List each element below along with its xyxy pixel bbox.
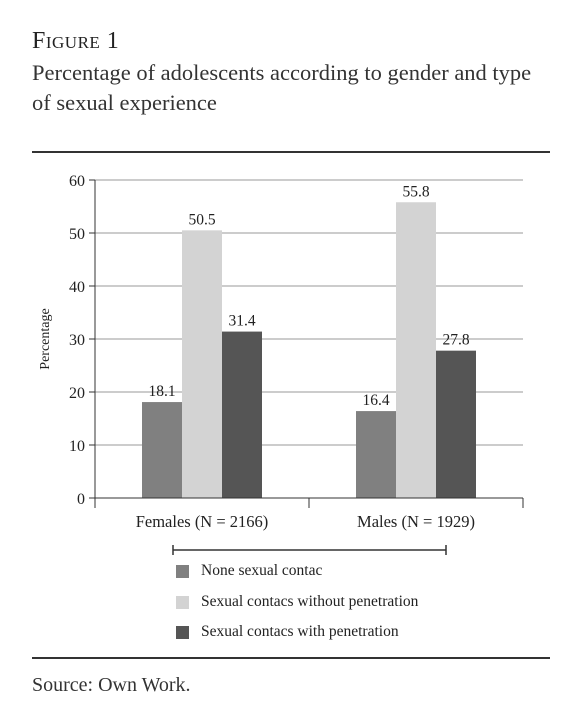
legend-label: Sexual contacs without penetration [201, 593, 419, 610]
bar [396, 202, 436, 498]
bar-data-label: 16.4 [362, 392, 389, 409]
x-tick-label: Females (N = 2166) [136, 512, 269, 531]
bar-data-label: 50.5 [188, 211, 215, 228]
y-tick-label: 30 [69, 332, 85, 349]
figure-title: Percentage of adolescents according to g… [32, 60, 532, 115]
y-tick-label: 20 [69, 385, 85, 402]
y-axis-label: Percentage [38, 308, 53, 369]
x-tick-label: Males (N = 1929) [357, 512, 475, 531]
bottom-rule [32, 657, 550, 659]
legend-swatch-without-penetration [176, 596, 189, 609]
legend-label: None sexual contac [201, 562, 323, 579]
y-tick-label: 10 [69, 438, 85, 455]
bar-data-label: 27.8 [442, 332, 469, 349]
y-tick-label: 60 [69, 173, 85, 190]
legend-label: Sexual contacs with penetration [201, 623, 399, 640]
bar-chart: 0 10 20 30 40 50 60 Percentage 18.1 50.5 31.4 Femal… [38, 173, 524, 555]
figure-source: Source: Own Work. [32, 674, 191, 696]
y-tick-label: 50 [69, 226, 85, 243]
bar-data-label: 31.4 [228, 313, 255, 330]
legend-swatch-with-penetration [176, 626, 189, 639]
top-rule [32, 151, 550, 153]
figure-label: Figure 1 [32, 28, 120, 54]
y-tick-label: 40 [69, 279, 85, 296]
bar [356, 411, 396, 498]
bar [182, 230, 222, 498]
legend-swatch-none-sexual-contac [176, 565, 189, 578]
bar [142, 402, 182, 498]
bar [222, 331, 262, 498]
bar-data-label: 18.1 [148, 383, 175, 400]
bar [436, 350, 476, 498]
bar-data-label: 55.8 [402, 183, 429, 200]
y-tick-label: 0 [77, 491, 85, 508]
